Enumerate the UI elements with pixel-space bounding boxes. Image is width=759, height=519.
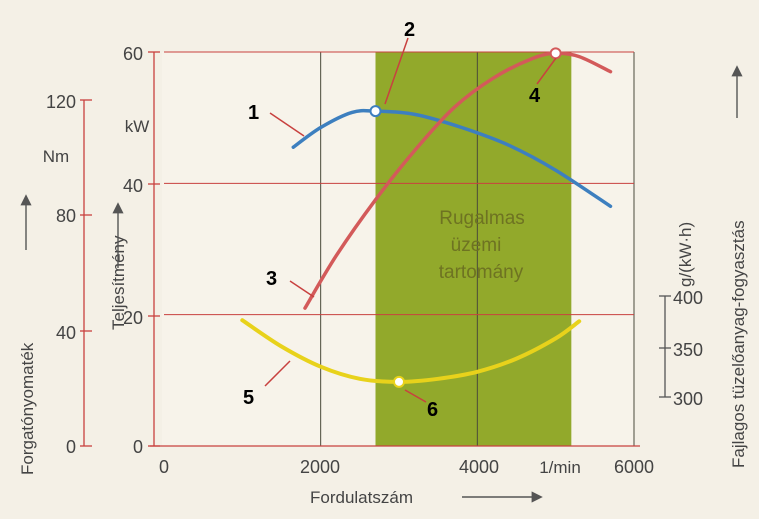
power-unit: kW	[125, 117, 150, 136]
torque-axis-label: Forgatónyomaték	[18, 342, 37, 475]
marker-torque-max	[369, 105, 382, 118]
torque-axis	[80, 99, 92, 447]
x-unit: 1/min	[539, 458, 581, 477]
torque-curve	[291, 108, 613, 209]
torque-unit: Nm	[43, 147, 69, 166]
x-tick-0: 0	[159, 457, 169, 477]
power-axis-label: Teljesítmény	[109, 235, 128, 330]
callout-leaders	[264, 37, 557, 403]
callout-4: 4	[529, 85, 541, 107]
callout-2: 2	[404, 19, 415, 41]
callout-3: 3	[266, 268, 277, 290]
consumption-axis	[659, 295, 671, 398]
torque-tick-80: 80	[56, 206, 76, 226]
callout-5: 5	[243, 387, 254, 409]
consumption-curve	[240, 318, 582, 384]
x-axis-label: Fordulatszám	[310, 488, 413, 507]
power-axis	[148, 51, 160, 447]
power-tick-40: 40	[123, 176, 143, 196]
callout-6: 6	[427, 399, 438, 421]
torque-tick-120: 120	[46, 92, 76, 112]
consumption-unit: g/(kW·h)	[676, 222, 695, 287]
power-tick-0: 0	[133, 437, 143, 457]
band-label-line-2: üzemi	[451, 235, 502, 256]
marker-consumption-min	[393, 375, 405, 388]
x-tick-2000: 2000	[300, 457, 340, 477]
callout-1: 1	[248, 102, 259, 124]
band-label-line-1: Rugalmas	[439, 208, 525, 229]
torque-tick-40: 40	[56, 323, 76, 343]
power-tick-20: 20	[123, 308, 143, 328]
consumption-tick-300: 300	[673, 389, 703, 409]
band-label-line-3: tartomány	[439, 262, 524, 283]
marker-power-max	[549, 47, 562, 60]
consumption-tick-350: 350	[673, 340, 703, 360]
consumption-tick-400: 400	[673, 288, 703, 308]
consumption-axis-label: Fajlagos tüzelőanyag-fogyasztás	[729, 220, 748, 468]
power-curve	[303, 51, 613, 310]
x-tick-4000: 4000	[459, 457, 499, 477]
power-tick-60: 60	[123, 44, 143, 64]
torque-tick-0: 0	[66, 437, 76, 457]
x-tick-6000: 6000	[614, 457, 654, 477]
